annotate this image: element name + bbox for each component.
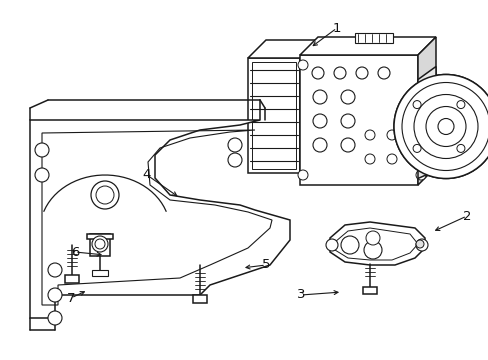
Polygon shape bbox=[30, 120, 289, 318]
Circle shape bbox=[393, 75, 488, 179]
Bar bbox=[362, 287, 376, 294]
Circle shape bbox=[227, 153, 242, 167]
Polygon shape bbox=[299, 40, 317, 173]
Circle shape bbox=[456, 100, 464, 109]
Polygon shape bbox=[329, 222, 424, 265]
Circle shape bbox=[425, 107, 465, 147]
Bar bbox=[247, 58, 299, 173]
Bar bbox=[354, 33, 392, 43]
Circle shape bbox=[386, 154, 396, 164]
Circle shape bbox=[227, 138, 242, 152]
Circle shape bbox=[437, 118, 453, 135]
Circle shape bbox=[355, 67, 367, 79]
Circle shape bbox=[312, 90, 326, 104]
Circle shape bbox=[365, 231, 379, 245]
Circle shape bbox=[456, 144, 464, 152]
Circle shape bbox=[413, 94, 477, 158]
Circle shape bbox=[48, 311, 62, 325]
Circle shape bbox=[401, 82, 488, 171]
Bar bbox=[65, 275, 79, 283]
Circle shape bbox=[425, 107, 465, 147]
Circle shape bbox=[96, 186, 114, 204]
Circle shape bbox=[311, 67, 324, 79]
Circle shape bbox=[437, 118, 453, 135]
Circle shape bbox=[363, 241, 381, 259]
Text: 2: 2 bbox=[462, 210, 470, 222]
Circle shape bbox=[377, 67, 389, 79]
Circle shape bbox=[297, 170, 307, 180]
Text: 7: 7 bbox=[67, 292, 75, 305]
Circle shape bbox=[35, 168, 49, 182]
Circle shape bbox=[412, 100, 420, 109]
Polygon shape bbox=[299, 37, 435, 55]
Circle shape bbox=[364, 130, 374, 140]
Circle shape bbox=[48, 263, 62, 277]
Polygon shape bbox=[417, 67, 435, 179]
Bar bbox=[90, 234, 110, 256]
Circle shape bbox=[340, 90, 354, 104]
Text: 4: 4 bbox=[142, 168, 151, 181]
Circle shape bbox=[386, 130, 396, 140]
Polygon shape bbox=[247, 40, 317, 58]
Bar bbox=[193, 295, 206, 303]
Circle shape bbox=[413, 94, 477, 158]
Circle shape bbox=[340, 138, 354, 152]
Text: 6: 6 bbox=[71, 246, 79, 258]
Bar bbox=[299, 55, 417, 185]
Circle shape bbox=[340, 114, 354, 128]
Text: 1: 1 bbox=[332, 22, 341, 35]
Circle shape bbox=[92, 236, 108, 252]
Polygon shape bbox=[417, 37, 435, 185]
Circle shape bbox=[415, 170, 425, 180]
Circle shape bbox=[415, 240, 423, 248]
Circle shape bbox=[393, 75, 488, 179]
Circle shape bbox=[401, 82, 488, 171]
Circle shape bbox=[91, 181, 119, 209]
Bar bbox=[87, 234, 113, 239]
Polygon shape bbox=[334, 228, 417, 260]
Circle shape bbox=[48, 288, 62, 302]
Bar bbox=[251, 62, 295, 169]
Circle shape bbox=[297, 60, 307, 70]
Circle shape bbox=[340, 236, 358, 254]
Circle shape bbox=[333, 67, 346, 79]
Circle shape bbox=[325, 239, 337, 251]
Text: 3: 3 bbox=[296, 288, 305, 302]
Bar bbox=[92, 270, 108, 276]
Text: 5: 5 bbox=[261, 258, 270, 271]
Circle shape bbox=[312, 138, 326, 152]
Circle shape bbox=[95, 239, 105, 249]
Circle shape bbox=[415, 239, 427, 251]
Circle shape bbox=[364, 154, 374, 164]
Circle shape bbox=[35, 143, 49, 157]
Circle shape bbox=[312, 114, 326, 128]
Circle shape bbox=[412, 144, 420, 152]
